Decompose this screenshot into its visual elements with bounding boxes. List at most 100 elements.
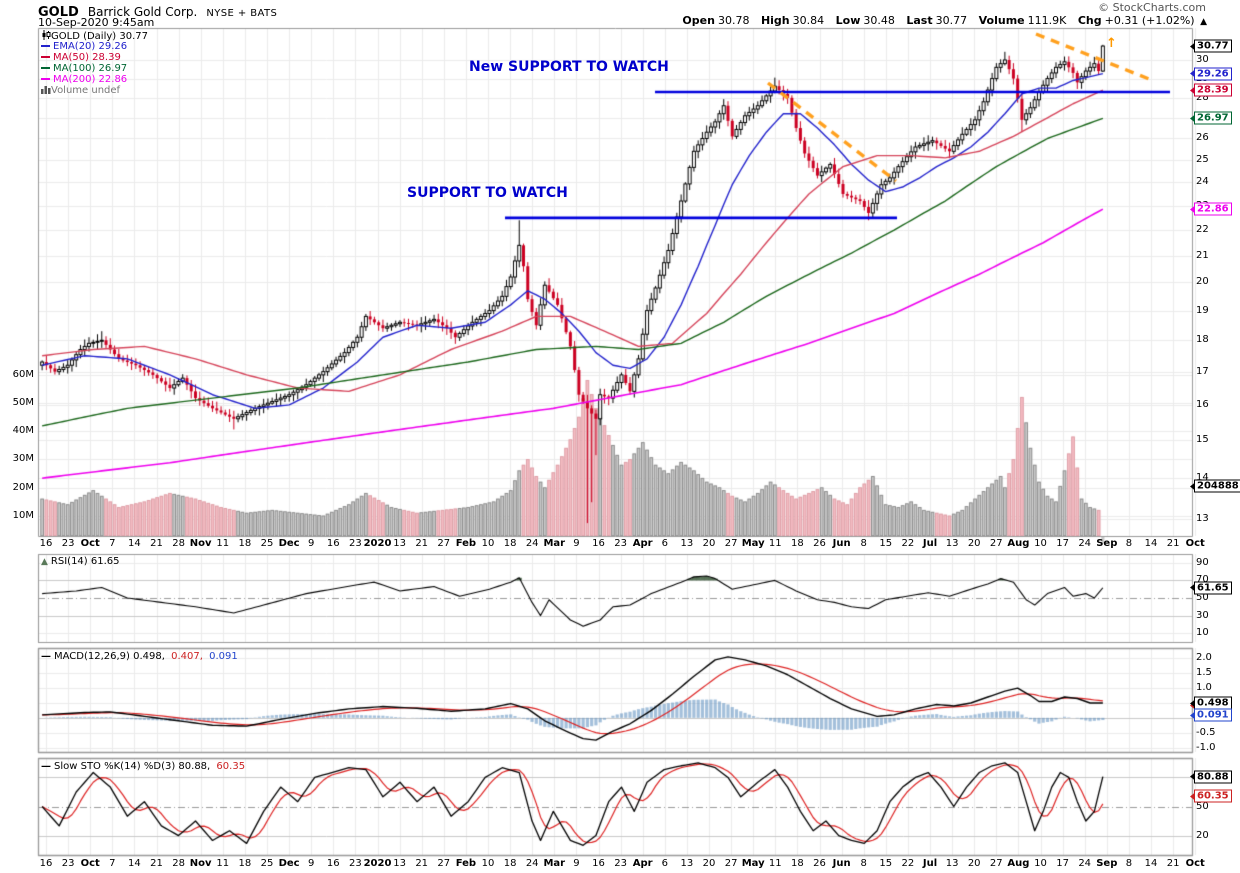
x-axis-label: Mar — [543, 538, 566, 549]
price-axis-label: 15 — [1196, 434, 1209, 446]
x-axis-label: May — [741, 538, 765, 549]
x-axis-label: 13 — [680, 538, 694, 549]
x-axis-label: 13 — [945, 858, 959, 869]
x-axis-label: 14 — [128, 538, 141, 549]
x-axis-label: Jun — [832, 858, 851, 869]
x-axis-label: Oct — [80, 858, 100, 869]
x-axis-label: 14 — [1144, 858, 1158, 869]
x-axis-label: Aug — [1007, 538, 1030, 549]
price-axis-label: 22 — [1196, 224, 1209, 236]
x-axis-label: 14 — [1144, 538, 1158, 549]
volume-value: 111.9K — [1027, 14, 1067, 27]
x-axis-label: 10 — [481, 858, 495, 869]
x-axis-label: 8 — [860, 858, 867, 869]
macd-hist-value: 0.091 — [209, 651, 238, 662]
x-axis-label: 7 — [109, 538, 116, 549]
x-axis-label: 9 — [308, 538, 315, 549]
rsi-axis-label: 70 — [1196, 574, 1209, 586]
legend-item: MA(50) 28.39 — [41, 52, 121, 63]
x-axis-label: Jul — [922, 538, 938, 549]
x-axis-label: 26 — [813, 858, 826, 869]
price-value-box: 30.77 — [1194, 39, 1232, 53]
line-icon: — — [41, 651, 51, 662]
new-support-annotation: New SUPPORT TO WATCH — [469, 59, 669, 75]
x-axis-label: 23 — [614, 538, 627, 549]
price-axis-label: 20 — [1196, 276, 1209, 288]
open-value: 30.78 — [717, 14, 750, 27]
sto-axis-label: 50 — [1196, 800, 1209, 812]
rsi-value-box: 61.65 — [1194, 581, 1232, 595]
x-axis-label: 16 — [326, 858, 340, 869]
x-axis-label: 18 — [503, 538, 517, 549]
x-axis-label: 6 — [661, 538, 668, 549]
x-axis-label: 25 — [260, 538, 274, 549]
x-axis-label: Apr — [632, 538, 653, 549]
legend-item: GOLD (Daily) 30.77 — [41, 30, 148, 42]
x-axis-label: 11 — [216, 858, 230, 869]
legend-item-label: Volume undef — [51, 85, 121, 96]
last-label: Last — [906, 14, 933, 27]
x-axis-label: Sep — [1096, 538, 1118, 549]
legend-item-label: EMA(20) 29.26 — [53, 41, 128, 52]
volume-label: Volume — [978, 14, 1025, 27]
x-axis-label: Dec — [278, 538, 300, 549]
x-axis-label: 8 — [1125, 858, 1133, 869]
price-axis-label: 19 — [1196, 304, 1209, 316]
x-axis-label: Oct — [80, 538, 100, 549]
copyright: © StockCharts.com — [1098, 1, 1206, 14]
price-axis-label: 18 — [1196, 334, 1209, 346]
x-axis-label: 20 — [967, 538, 981, 549]
x-axis-label: Jul — [922, 858, 938, 869]
x-axis-label: 23 — [61, 858, 75, 869]
volume-axis-label: 40M — [12, 425, 34, 437]
x-axis-label: 21 — [150, 858, 163, 869]
x-axis-label: 27 — [989, 858, 1003, 869]
x-axis-label: 23 — [349, 538, 362, 549]
x-axis-label: 21 — [415, 538, 429, 549]
x-axis-label: 17 — [1056, 858, 1069, 869]
last-value: 30.77 — [935, 14, 968, 27]
x-axis-label: 20 — [702, 858, 716, 869]
x-axis-label: 16 — [39, 858, 53, 869]
x-axis-label: 8 — [1125, 538, 1133, 549]
rsi-legend: ▲ RSI(14) 61.65 — [41, 556, 120, 568]
x-axis-label: 23 — [614, 858, 627, 869]
x-axis-label: 21 — [1166, 858, 1180, 869]
macd-legend-label: MACD(12,26,9) 0.498, — [54, 651, 165, 662]
x-axis-label: 2020 — [363, 858, 392, 869]
x-axis-label: 10 — [481, 538, 495, 549]
x-axis-label: Aug — [1007, 858, 1030, 869]
x-axis-label: 9 — [573, 858, 580, 869]
x-axis-label: 8 — [860, 538, 867, 549]
x-axis-label: Oct — [1185, 858, 1205, 869]
open-label: Open — [682, 14, 715, 27]
x-axis-label: 16 — [326, 538, 340, 549]
x-axis-label: 18 — [238, 858, 252, 869]
x-axis-label: 16 — [39, 538, 53, 549]
macd-axis-label: -1.0 — [1196, 741, 1216, 753]
x-axis-label: Dec — [278, 858, 300, 869]
legend-item: EMA(20) 29.26 — [41, 41, 127, 52]
chart-datetime: 10-Sep-2020 9:45am — [38, 16, 155, 29]
price-axis-label: 13 — [1196, 512, 1209, 524]
x-axis-label: 20 — [967, 858, 981, 869]
macd-axis-label: 2.0 — [1196, 652, 1212, 664]
line-swatch-icon — [41, 67, 50, 69]
volume-axis-label: 50M — [12, 396, 34, 408]
line-swatch-icon — [41, 45, 50, 47]
sto-value-box: 80.88 — [1194, 770, 1232, 784]
chart-header: GOLD Barrick Gold Corp. NYSE + BATS — [38, 1, 277, 20]
sto-axis-label: 20 — [1196, 829, 1209, 841]
legend-item-label: MA(100) 26.97 — [53, 63, 128, 74]
change-label: Chg — [1077, 14, 1102, 27]
macd-axis-label: -0.5 — [1196, 726, 1216, 738]
x-axis-label: 28 — [172, 858, 185, 869]
sto-d-value: 60.35 — [216, 761, 246, 772]
sto-value-box: 60.35 — [1194, 789, 1232, 803]
x-axis-label: 18 — [503, 858, 517, 869]
price-axis-label: 14 — [1196, 472, 1209, 484]
x-axis-label: 17 — [1056, 538, 1069, 549]
macd-signal-value: 0.407, — [171, 651, 203, 662]
x-axis-label: Sep — [1096, 858, 1118, 869]
x-axis-label: Oct — [1185, 538, 1205, 549]
